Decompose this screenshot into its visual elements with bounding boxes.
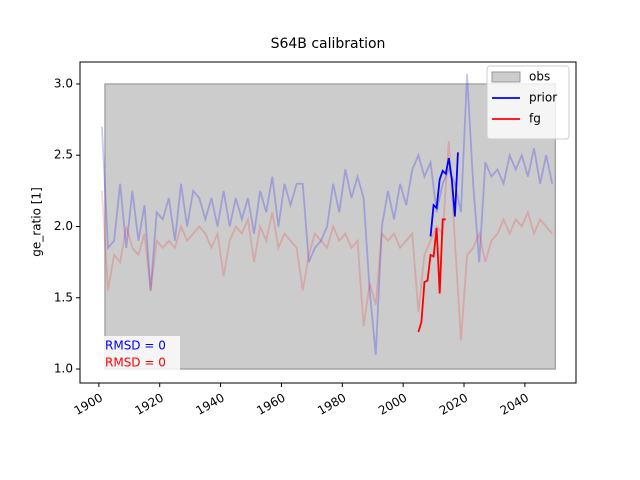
annotation-box: RMSD = 0 RMSD = 0 (102, 336, 180, 372)
line (101, 73, 554, 355)
legend-label: prior (529, 91, 557, 105)
y-tick-label: 2.0 (54, 219, 73, 233)
legend-frame (486, 65, 570, 140)
legend-label: fg (529, 112, 541, 126)
annotation-bg (102, 336, 180, 372)
y-tick-label: 3.0 (54, 76, 73, 90)
y-tick-label: 1.0 (54, 362, 73, 376)
legend-label: obs (529, 70, 550, 84)
y-axis-label: ge_ratio [1] (30, 187, 44, 256)
chart-title: S64B calibration (271, 36, 386, 52)
y-tick-label: 2.5 (54, 148, 73, 162)
annotation: RMSD = 0 (105, 339, 166, 353)
obs-band (104, 83, 556, 370)
annotation: RMSD = 0 (105, 356, 166, 370)
legend-swatch (491, 71, 521, 83)
y-tick-label: 1.5 (54, 290, 73, 304)
line (429, 152, 459, 237)
line (101, 140, 553, 341)
plot-frame (79, 61, 577, 384)
line (417, 218, 446, 333)
legend: obs prior fg (486, 65, 570, 140)
